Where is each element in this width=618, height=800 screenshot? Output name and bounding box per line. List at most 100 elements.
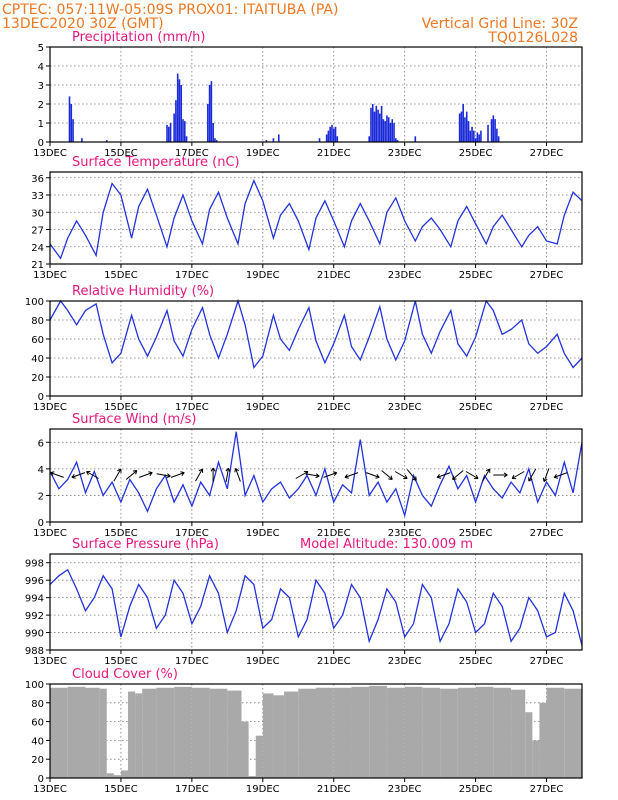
y-tick-label: 4 (38, 465, 44, 476)
model-altitude: Model Altitude: 130.009 m (300, 537, 473, 552)
x-tick-label: 13DEC (33, 148, 67, 159)
cloud-bar (241, 721, 249, 778)
precip-bar (81, 138, 83, 142)
header-grid-line: Vertical Grid Line: 30Z (422, 16, 578, 32)
precip-bar (492, 115, 495, 142)
cloud-bar (227, 690, 242, 778)
y-tick-label: 0 (38, 518, 44, 529)
panel-pressure: Surface Pressure (hPa) Model Altitude: 13… (25, 537, 583, 667)
wind-vector-arrow (366, 472, 380, 479)
header-model: TQ0126L028 (487, 30, 578, 46)
panel-frame (49, 300, 583, 397)
precip-bar (173, 113, 175, 142)
precip-bar (487, 124, 489, 142)
cloud-bar (422, 687, 441, 778)
y-tick-label: 36 (31, 174, 44, 185)
precip-bar (464, 117, 466, 142)
precip-bar (72, 119, 74, 142)
pressure-series-line (49, 568, 583, 646)
cloud-bar (85, 687, 100, 778)
x-tick-label: 15DEC (104, 528, 138, 539)
y-tick-label: 2 (38, 100, 44, 111)
cloud-bar (457, 687, 476, 778)
x-tick-label: 15DEC (104, 784, 138, 795)
panel-rh: Relative Humidity (%) 0 20 40 60 80 100 13DEC 15… (25, 284, 583, 413)
wind-vector-arrow (344, 472, 359, 479)
cloud-bar (248, 776, 256, 778)
x-tick-label: 13DEC (33, 528, 67, 539)
precip-bar (414, 136, 417, 142)
precip-bar (490, 119, 493, 142)
panel-title: Surface Pressure (hPa) (72, 537, 219, 552)
precip-bar (480, 130, 482, 142)
y-tick-label: 992 (25, 611, 44, 622)
precip-bar (212, 123, 214, 142)
precip-bar (458, 113, 461, 142)
precip-bar (368, 136, 370, 142)
precip-bar (478, 134, 480, 142)
x-tick-label: 23DEC (388, 784, 422, 795)
wind-vector-arrow (323, 471, 338, 478)
x-tick-label: 25DEC (459, 148, 493, 159)
wind-vector-arrow (528, 468, 537, 482)
precip-bar (462, 104, 464, 142)
y-tick-label: 80 (31, 316, 44, 327)
header-station: CPTEC: 057:11W-05:09S PROX01: ITAITUBA (… (2, 2, 338, 18)
precip-bar (336, 136, 339, 142)
cloud-bar (67, 686, 86, 778)
precip-bar (175, 100, 177, 142)
panel-frame (49, 46, 583, 143)
cloud-bar (511, 689, 526, 778)
x-tick-label: 17DEC (175, 784, 209, 795)
panel-frame (49, 553, 583, 651)
x-tick-label: 13DEC (33, 402, 67, 413)
cloud-bar (440, 688, 458, 778)
y-tick-label: 33 (31, 191, 44, 202)
cloud-bar (113, 775, 121, 778)
cloud-bar (316, 687, 334, 778)
precip-bar (318, 138, 321, 142)
x-tick-label: 17DEC (175, 656, 209, 667)
cloud-bar (99, 688, 107, 778)
cloud-bar (564, 688, 582, 778)
x-tick-label: 27DEC (530, 784, 564, 795)
x-tick-label: 21DEC (317, 270, 351, 281)
y-tick-label: 27 (31, 226, 44, 237)
rh-series-line (49, 298, 583, 370)
x-tick-label: 15DEC (104, 402, 138, 413)
wind-vector-arrow (452, 470, 464, 480)
precip-bar (375, 105, 378, 142)
wind-vector-arrow (113, 468, 122, 482)
precip-bar (373, 111, 376, 142)
x-tick-label: 27DEC (530, 656, 564, 667)
panel-title: Surface Temperature (nC) (72, 155, 240, 170)
cloud-bar (142, 688, 157, 778)
y-tick-label: 998 (25, 559, 44, 570)
wind-vector-arrow (381, 470, 393, 480)
wind-vector-arrow (156, 473, 171, 479)
wind-vector-arrow (511, 471, 525, 480)
x-tick-label: 21DEC (317, 148, 351, 159)
x-tick-label: 21DEC (317, 528, 351, 539)
cloud-bar (209, 688, 228, 778)
x-tick-label: 23DEC (388, 656, 422, 667)
header-date: 13DEC2020 30Z (GMT) (2, 16, 164, 32)
panel-title: Precipitation (mm/h) (72, 30, 205, 45)
y-tick-label: 3 (38, 81, 44, 92)
precip-bar (70, 104, 73, 142)
y-tick-label: 100 (25, 297, 44, 308)
panel-frame (49, 428, 583, 523)
wind-vector-arrow (482, 468, 491, 482)
wind-vector-arrow (406, 469, 417, 481)
x-tick-label: 25DEC (459, 402, 493, 413)
y-tick-label: 0 (38, 774, 44, 785)
x-tick-label: 17DEC (175, 270, 209, 281)
precip-bar (391, 119, 394, 142)
y-tick-label: 4 (38, 62, 44, 73)
precip-bar (182, 119, 184, 142)
precip-bar (382, 119, 385, 142)
x-tick-label: 25DEC (459, 528, 493, 539)
wind-vector-arrow (553, 472, 568, 479)
wind-vector-arrow (225, 467, 231, 482)
